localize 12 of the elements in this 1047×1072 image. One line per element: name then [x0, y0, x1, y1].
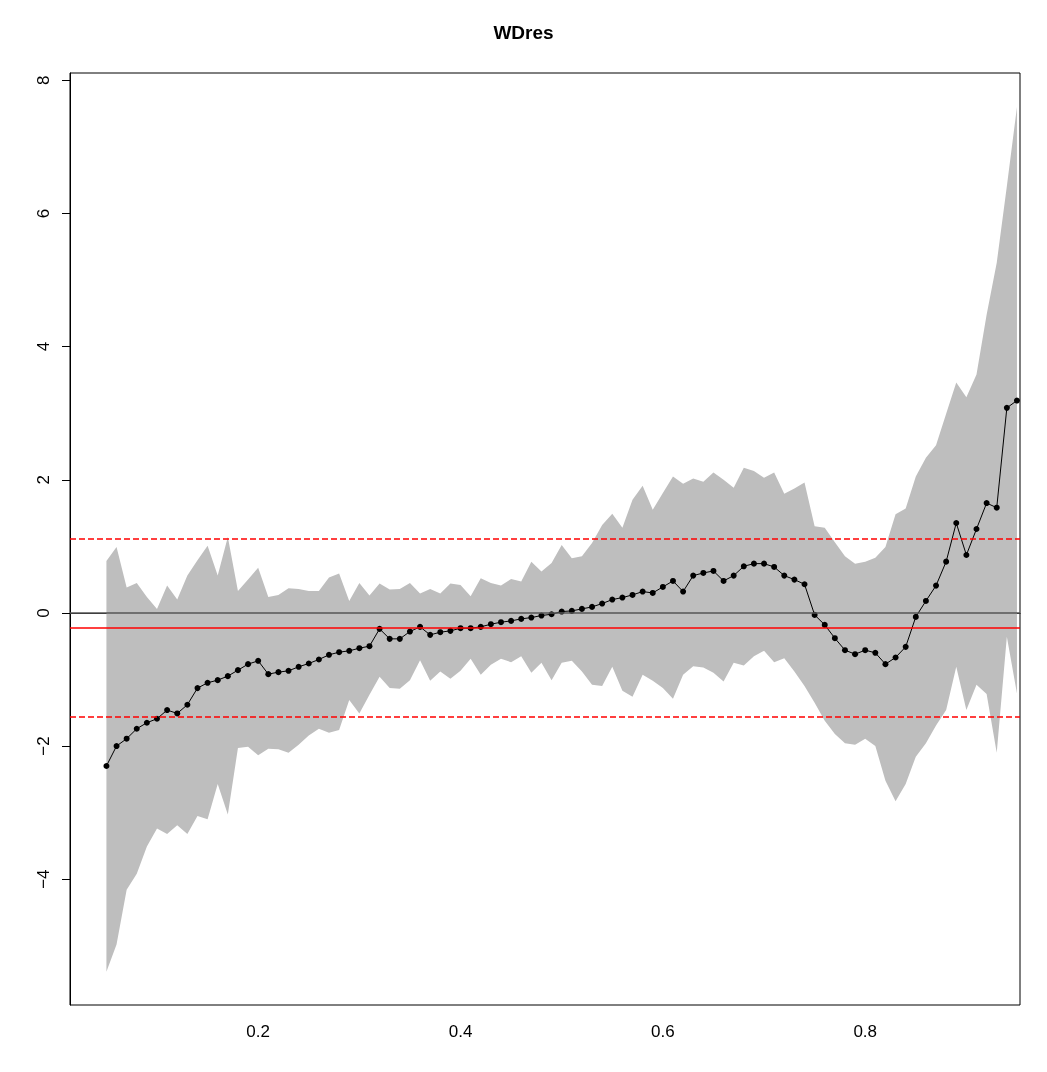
x-tick-label: 0.6	[651, 1022, 675, 1041]
y-tick-label: 2	[34, 475, 53, 485]
y-tick-label: 8	[34, 75, 53, 86]
x-tick-label: 0.4	[448, 1022, 473, 1041]
x-tick-label: 0.8	[853, 1022, 878, 1041]
y-tick-label: −2	[34, 736, 53, 756]
y-tick-label: 4	[34, 341, 53, 352]
y-tick-label: −4	[34, 869, 53, 889]
y-tick-label: 0	[34, 608, 53, 618]
y-tick-label: 6	[34, 208, 53, 219]
chart-title: WDres	[493, 22, 554, 43]
x-tick-label: 0.2	[246, 1022, 270, 1041]
